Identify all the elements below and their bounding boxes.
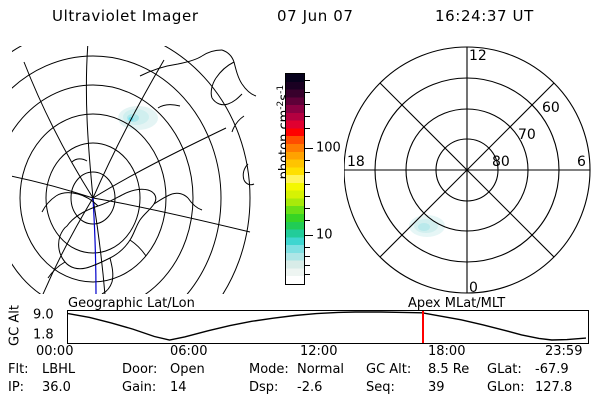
status-value-door: Open — [170, 362, 205, 377]
status-value-gain: 14 — [170, 380, 187, 395]
colorbar-tick-label-100: 100 — [316, 140, 341, 156]
colorbar-minor-tick — [304, 274, 310, 275]
aurora-emission-patch — [118, 106, 158, 130]
colorbar-gradient — [286, 74, 304, 284]
geographic-image-panel[interactable] — [12, 46, 257, 294]
colorbar-panel: photon cm-2s-1 100 10 — [258, 60, 358, 295]
colorbar-minor-tick — [304, 256, 310, 257]
mlt-label-0: 0 — [469, 280, 478, 296]
current-time-marker — [422, 311, 425, 343]
colorbar-minor-tick — [304, 220, 310, 221]
colorbar-minor-tick — [304, 80, 310, 81]
apex-polar-svg: 60 70 80 12 18 6 0 — [344, 46, 591, 296]
colorbar-minor-tick — [304, 160, 310, 161]
status-key-seq: Seq: — [366, 380, 395, 395]
status-value-flt: LBHL — [42, 362, 76, 377]
mlat-label-60: 60 — [542, 100, 560, 116]
colorbar-minor-tick — [304, 265, 310, 266]
colorbar-major-tick — [304, 148, 313, 149]
time-tick-0600: 06:00 — [170, 344, 208, 359]
geographic-panel-title: Geographic Lat/Lon — [68, 296, 195, 311]
mlat-label-80: 80 — [492, 154, 510, 170]
aurora-emission-patch-apex — [409, 215, 445, 237]
mlt-hour-labels: 12 18 6 0 — [347, 48, 586, 296]
geographic-projection-svg — [12, 46, 257, 294]
instrument-title: Ultraviolet Imager — [52, 7, 199, 25]
coastline-outline — [41, 49, 257, 294]
mlt-label-18: 18 — [347, 154, 365, 170]
time-tick-2359: 23:59 — [545, 344, 583, 359]
apex-mlat-mlt-panel[interactable]: 60 70 80 12 18 6 0 — [344, 46, 594, 296]
status-value-glon: 127.8 — [535, 380, 573, 395]
observation-time: 16:24:37 UT — [435, 7, 534, 25]
status-key-gcalt: GC Alt: — [366, 362, 412, 377]
meridian-lines — [12, 46, 251, 294]
apex-panel-title: Apex MLat/MLT — [408, 296, 506, 311]
mlt-label-6: 6 — [577, 154, 586, 170]
mlat-label-70: 70 — [518, 127, 536, 143]
gc-alt-axis-label: GC Alt — [7, 305, 23, 346]
mlt-label-12: 12 — [469, 48, 487, 64]
colorbar-tick-label-10: 10 — [316, 227, 333, 243]
status-key-dsp: Dsp: — [249, 380, 279, 395]
colorbar-minor-tick — [304, 196, 310, 197]
header-bar: Ultraviolet Imager 07 Jun 07 16:24:37 UT — [0, 0, 600, 34]
mlt-spokes — [344, 47, 590, 293]
orbit-altitude-strip[interactable]: Geographic Lat/Lon Apex MLat/MLT GC Alt … — [0, 296, 600, 359]
status-value-gcalt: 8.5 Re — [428, 362, 470, 377]
gc-alt-tick-low: 1.8 — [33, 327, 54, 343]
colorbar-minor-tick — [304, 92, 310, 93]
status-key-mode: Mode: — [249, 362, 289, 377]
time-tick-1800: 18:00 — [428, 344, 466, 359]
status-footer: Flt: LBHL Door: Open Mode: Normal GC Alt: 8.5 R… — [0, 362, 600, 400]
orbit-altitude-plot[interactable] — [67, 310, 589, 344]
colorbar-minor-tick — [304, 247, 310, 248]
orbit-altitude-curve-svg — [68, 311, 586, 341]
colorbar-minor-tick — [304, 208, 310, 209]
meridian-highlight-line — [92, 197, 97, 294]
colorbar-minor-tick — [304, 104, 310, 105]
time-tick-1200: 12:00 — [300, 344, 338, 359]
observation-date: 07 Jun 07 — [277, 7, 354, 25]
status-value-dsp: -2.6 — [297, 380, 323, 395]
status-key-glon: GLon: — [487, 380, 525, 395]
status-key-gain: Gain: — [122, 380, 157, 395]
status-key-door: Door: — [122, 362, 158, 377]
status-value-glat: -67.9 — [535, 362, 569, 377]
latitude-circles — [12, 46, 251, 294]
status-key-flt: Flt: — [8, 362, 29, 377]
status-key-ip: IP: — [8, 380, 25, 395]
gc-alt-tick-high: 9.0 — [33, 307, 54, 323]
colorbar-minor-tick — [304, 128, 310, 129]
colorbar-major-tick — [304, 235, 313, 236]
colorbar-minor-tick — [304, 116, 310, 117]
colorbar-minor-tick — [304, 184, 310, 185]
colorbar-swatch — [285, 73, 305, 285]
status-key-glat: GLat: — [487, 362, 522, 377]
status-value-ip: 36.0 — [42, 380, 71, 395]
status-value-seq: 39 — [428, 380, 445, 395]
gc-alt-trace — [68, 311, 586, 341]
mlat-ring-labels: 60 70 80 — [492, 100, 560, 170]
time-tick-0000: 00:00 — [36, 344, 74, 359]
colorbar-minor-tick — [304, 172, 310, 173]
status-value-mode: Normal — [297, 362, 345, 377]
